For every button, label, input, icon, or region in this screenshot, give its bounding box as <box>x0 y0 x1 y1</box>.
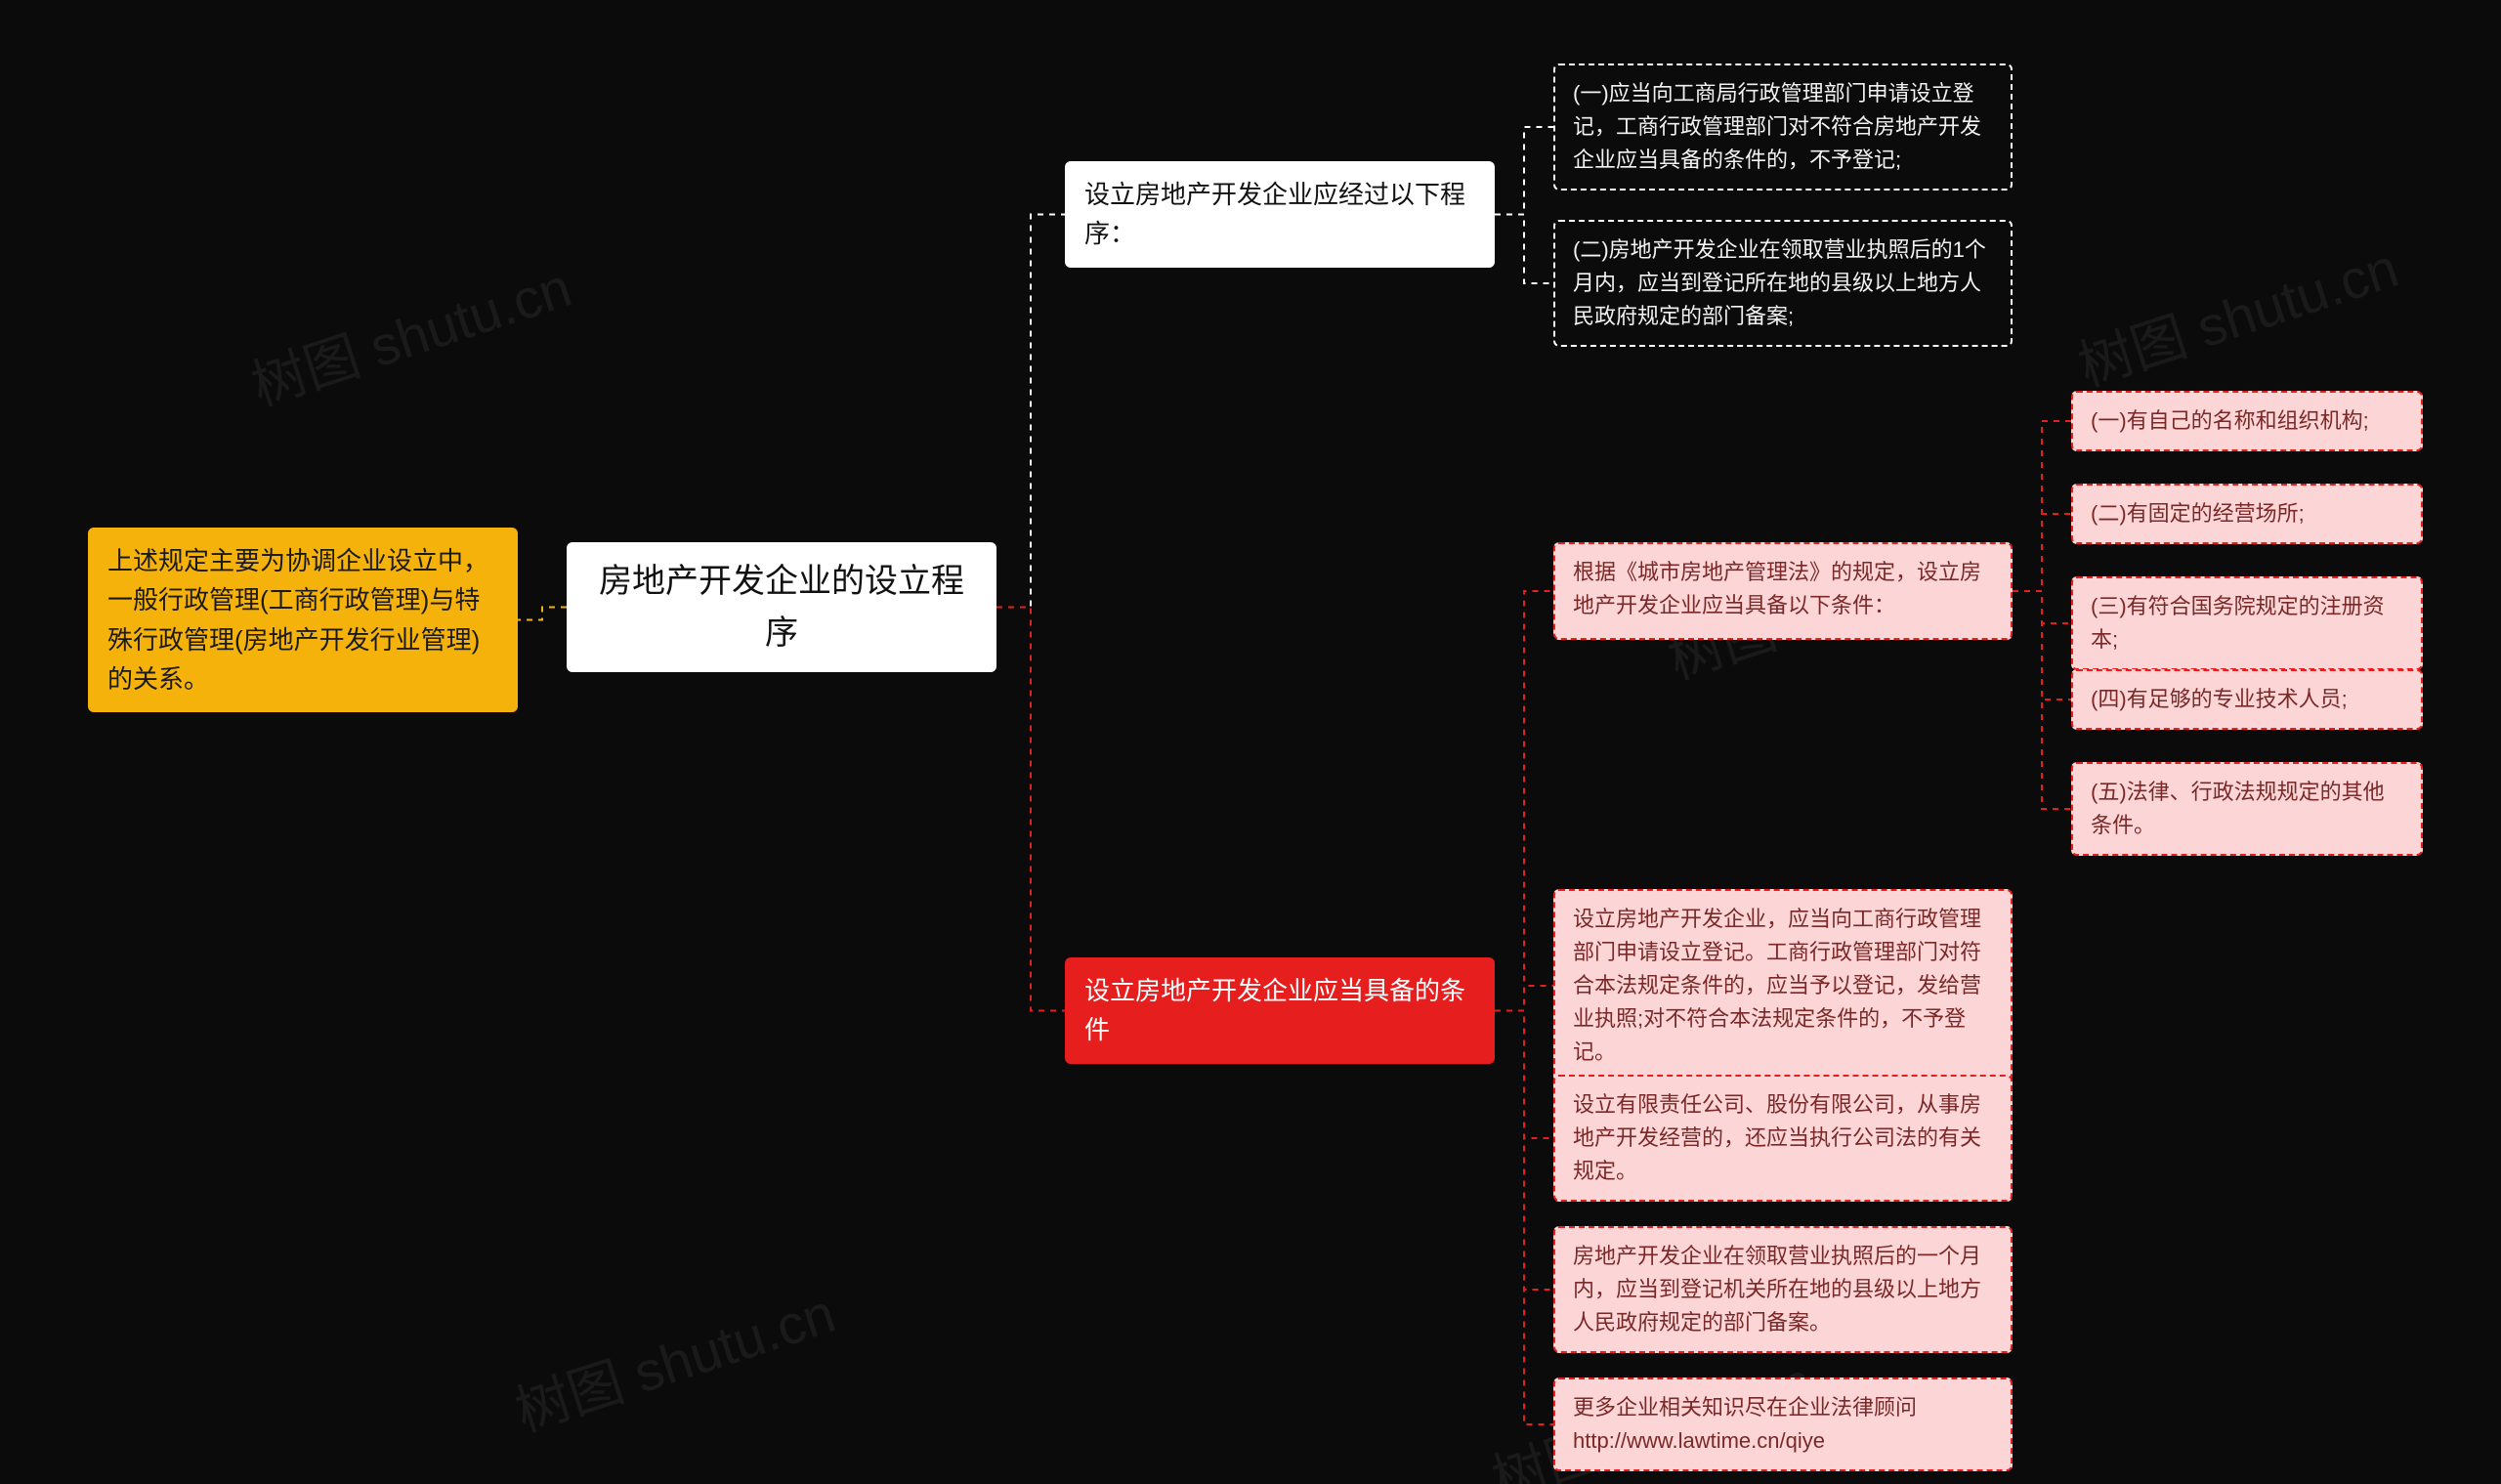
mindmap-node-b2_c2[interactable]: 设立房地产开发企业，应当向工商行政管理部门申请设立登记。工商行政管理部门对符合本… <box>1553 889 2013 1082</box>
mindmap-node-leaf5[interactable]: (五)法律、行政法规规定的其他条件。 <box>2071 762 2423 856</box>
mindmap-node-b2_c4[interactable]: 房地产开发企业在领取营业执照后的一个月内，应当到登记机关所在地的县级以上地方人民… <box>1553 1226 2013 1353</box>
connector <box>518 608 567 620</box>
mindmap-node-b2_c3[interactable]: 设立有限责任公司、股份有限公司，从事房地产开发经营的，还应当执行公司法的有关规定… <box>1553 1075 2013 1202</box>
mindmap-node-b1_c1[interactable]: (一)应当向工商局行政管理部门申请设立登记，工商行政管理部门对不符合房地产开发企… <box>1553 64 2013 191</box>
mindmap-node-b2[interactable]: 设立房地产开发企业应当具备的条件 <box>1065 957 1495 1064</box>
mindmap-node-b1[interactable]: 设立房地产开发企业应经过以下程序： <box>1065 161 1495 268</box>
mindmap-node-b2_c5[interactable]: 更多企业相关知识尽在企业法律顾问http://www.lawtime.cn/qi… <box>1553 1378 2013 1471</box>
connector <box>2013 591 2071 809</box>
connector <box>1495 1011 1553 1425</box>
connector <box>1495 591 1553 1011</box>
connector <box>2013 591 2071 700</box>
mindmap-node-b2_c1[interactable]: 根据《城市房地产管理法》的规定，设立房地产开发企业应当具备以下条件： <box>1553 542 2013 640</box>
connector <box>2013 514 2071 591</box>
connector <box>1495 1011 1553 1139</box>
watermark: 树图 shutu.cn <box>504 1270 844 1448</box>
mindmap-node-leaf2[interactable]: (二)有固定的经营场所; <box>2071 484 2423 544</box>
connector <box>2013 591 2071 623</box>
mindmap-node-b1_c2[interactable]: (二)房地产开发企业在领取营业执照后的1个月内，应当到登记所在地的县级以上地方人… <box>1553 220 2013 347</box>
connector <box>1495 127 1553 215</box>
connector <box>996 608 1065 1011</box>
watermark: 树图 shutu.cn <box>2067 225 2407 403</box>
mindmap-canvas: 树图 shutu.cn树图 shutu.cn树图 shutu.cn树图 shut… <box>0 0 2501 1484</box>
connector <box>1495 1011 1553 1291</box>
connector <box>1495 215 1553 284</box>
mindmap-node-leaf4[interactable]: (四)有足够的专业技术人员; <box>2071 669 2423 730</box>
connector <box>1495 986 1553 1011</box>
connector <box>2013 421 2071 591</box>
connector <box>996 215 1065 608</box>
mindmap-node-leaf1[interactable]: (一)有自己的名称和组织机构; <box>2071 391 2423 451</box>
mindmap-node-root[interactable]: 房地产开发企业的设立程序 <box>567 542 996 672</box>
watermark: 树图 shutu.cn <box>240 244 580 422</box>
mindmap-node-leaf3[interactable]: (三)有符合国务院规定的注册资本; <box>2071 576 2423 670</box>
mindmap-node-yellow[interactable]: 上述规定主要为协调企业设立中，一般行政管理(工商行政管理)与特殊行政管理(房地产… <box>88 528 518 712</box>
